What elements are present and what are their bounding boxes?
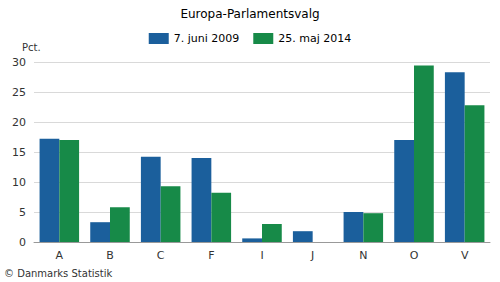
svg-text:J: J — [310, 249, 314, 262]
svg-text:10: 10 — [12, 176, 26, 189]
svg-text:O: O — [410, 249, 419, 262]
svg-text:B: B — [106, 249, 114, 262]
svg-text:5: 5 — [19, 206, 26, 219]
svg-text:A: A — [56, 249, 64, 262]
svg-text:20: 20 — [12, 116, 26, 129]
svg-text:F: F — [208, 249, 214, 262]
svg-text:7. juni 2009: 7. juni 2009 — [174, 32, 240, 45]
svg-text:N: N — [359, 249, 367, 262]
svg-text:15: 15 — [12, 146, 26, 159]
svg-text:I: I — [260, 249, 263, 262]
svg-text:25: 25 — [12, 86, 26, 99]
svg-text:V: V — [461, 249, 469, 262]
svg-text:C: C — [157, 249, 165, 262]
svg-text:Europa-Parlamentsvalg: Europa-Parlamentsvalg — [180, 7, 319, 21]
svg-text:30: 30 — [12, 56, 26, 69]
svg-text:25. maj 2014: 25. maj 2014 — [278, 32, 351, 45]
svg-text:© Danmarks Statistik: © Danmarks Statistik — [4, 268, 113, 279]
svg-text:0: 0 — [19, 236, 26, 249]
svg-text:Pct.: Pct. — [22, 42, 41, 53]
